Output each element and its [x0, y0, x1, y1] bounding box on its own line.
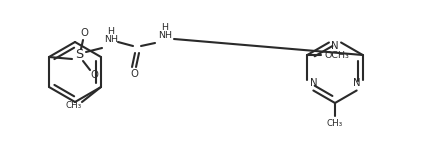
- Text: O: O: [80, 28, 88, 38]
- Text: CH₃: CH₃: [327, 119, 343, 127]
- Text: CH₃: CH₃: [66, 101, 82, 111]
- Text: S: S: [75, 48, 83, 61]
- Text: NH: NH: [158, 31, 172, 40]
- Text: N: N: [309, 79, 317, 88]
- Text: O: O: [130, 69, 138, 79]
- Text: N: N: [353, 79, 360, 88]
- Text: NH: NH: [104, 34, 118, 44]
- Text: H: H: [108, 27, 114, 36]
- Text: O: O: [90, 70, 98, 80]
- Text: N: N: [331, 41, 339, 51]
- Text: OCH₃: OCH₃: [325, 51, 350, 60]
- Text: H: H: [162, 24, 168, 33]
